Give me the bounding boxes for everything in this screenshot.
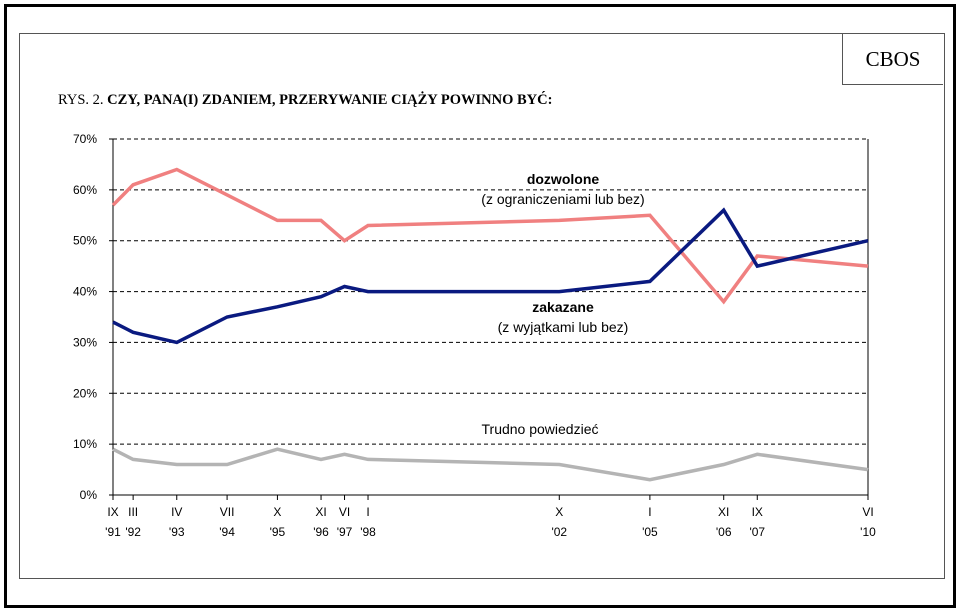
- chart-panel: CBOS RYS. 2. CZY, PANA(I) ZDANIEM, PRZER…: [19, 33, 945, 579]
- x-tick-month: IX: [107, 505, 118, 519]
- x-tick-year: '02: [551, 525, 567, 539]
- x-tick-month: IX: [752, 505, 763, 519]
- chart-title: RYS. 2. CZY, PANA(I) ZDANIEM, PRZERYWANI…: [58, 92, 552, 109]
- series-sublabel-zakazane: (z wyjątkami lub bez): [498, 319, 629, 335]
- y-tick-label: 0%: [80, 488, 98, 502]
- x-tick-year: '97: [337, 525, 353, 539]
- grid-lines: [112, 138, 869, 496]
- series-label-trudno: Trudno powiedzieć: [482, 421, 599, 437]
- y-tick-label: 10%: [73, 437, 97, 451]
- series-sublabel-dozwolone: (z ograniczeniami lub bez): [481, 191, 644, 207]
- x-tick-year: '10: [860, 525, 876, 539]
- y-axis-ticks: 0% 10% 20% 30% 40% 50% 60% 70%: [73, 132, 113, 502]
- y-tick-label: 20%: [73, 386, 97, 400]
- x-tick-month: VI: [339, 505, 350, 519]
- y-tick-label: 30%: [73, 335, 97, 349]
- x-tick-year: '92: [125, 525, 141, 539]
- title-main: CZY, PANA(I) ZDANIEM, PRZERYWANIE CIĄŻY …: [107, 92, 553, 108]
- x-tick-month: X: [273, 505, 281, 519]
- y-tick-label: 50%: [73, 234, 97, 248]
- x-tick-month: VII: [220, 505, 235, 519]
- series-line-trudno: [112, 447, 869, 482]
- x-axis-ticks: IX'91III'92IV'93VII'94X'95XI'96VI'97I'98…: [105, 495, 876, 539]
- x-tick-month: X: [555, 505, 563, 519]
- x-tick-year: '06: [716, 525, 732, 539]
- x-tick-year: '07: [749, 525, 765, 539]
- x-tick-month: I: [648, 505, 651, 519]
- y-tick-label: 60%: [73, 183, 97, 197]
- series-annotations: dozwolone (z ograniczeniami lub bez) zak…: [481, 171, 644, 437]
- x-tick-month: XI: [315, 505, 326, 519]
- series-label-dozwolone: dozwolone: [527, 171, 600, 187]
- x-tick-year: '94: [219, 525, 235, 539]
- title-prefix: RYS. 2.: [58, 92, 104, 108]
- x-tick-year: '98: [360, 525, 376, 539]
- series-lines: [111, 167, 869, 482]
- x-tick-month: XI: [718, 505, 729, 519]
- series-line-zakazane: [112, 207, 869, 345]
- x-tick-month: III: [128, 505, 138, 519]
- x-tick-year: '93: [169, 525, 185, 539]
- series-line-dozwolone: [111, 167, 869, 305]
- x-tick-month: I: [366, 505, 369, 519]
- x-tick-month: IV: [171, 505, 182, 519]
- x-tick-year: '95: [270, 525, 286, 539]
- cbos-logo: CBOS: [842, 34, 943, 85]
- x-tick-year: '96: [313, 525, 329, 539]
- x-tick-year: '91: [105, 525, 121, 539]
- outer-frame: CBOS RYS. 2. CZY, PANA(I) ZDANIEM, PRZER…: [4, 4, 956, 608]
- y-tick-label: 40%: [73, 285, 97, 299]
- y-tick-label: 70%: [73, 132, 97, 146]
- series-label-zakazane: zakazane: [532, 299, 594, 315]
- x-tick-month: VI: [862, 505, 873, 519]
- x-tick-year: '05: [642, 525, 658, 539]
